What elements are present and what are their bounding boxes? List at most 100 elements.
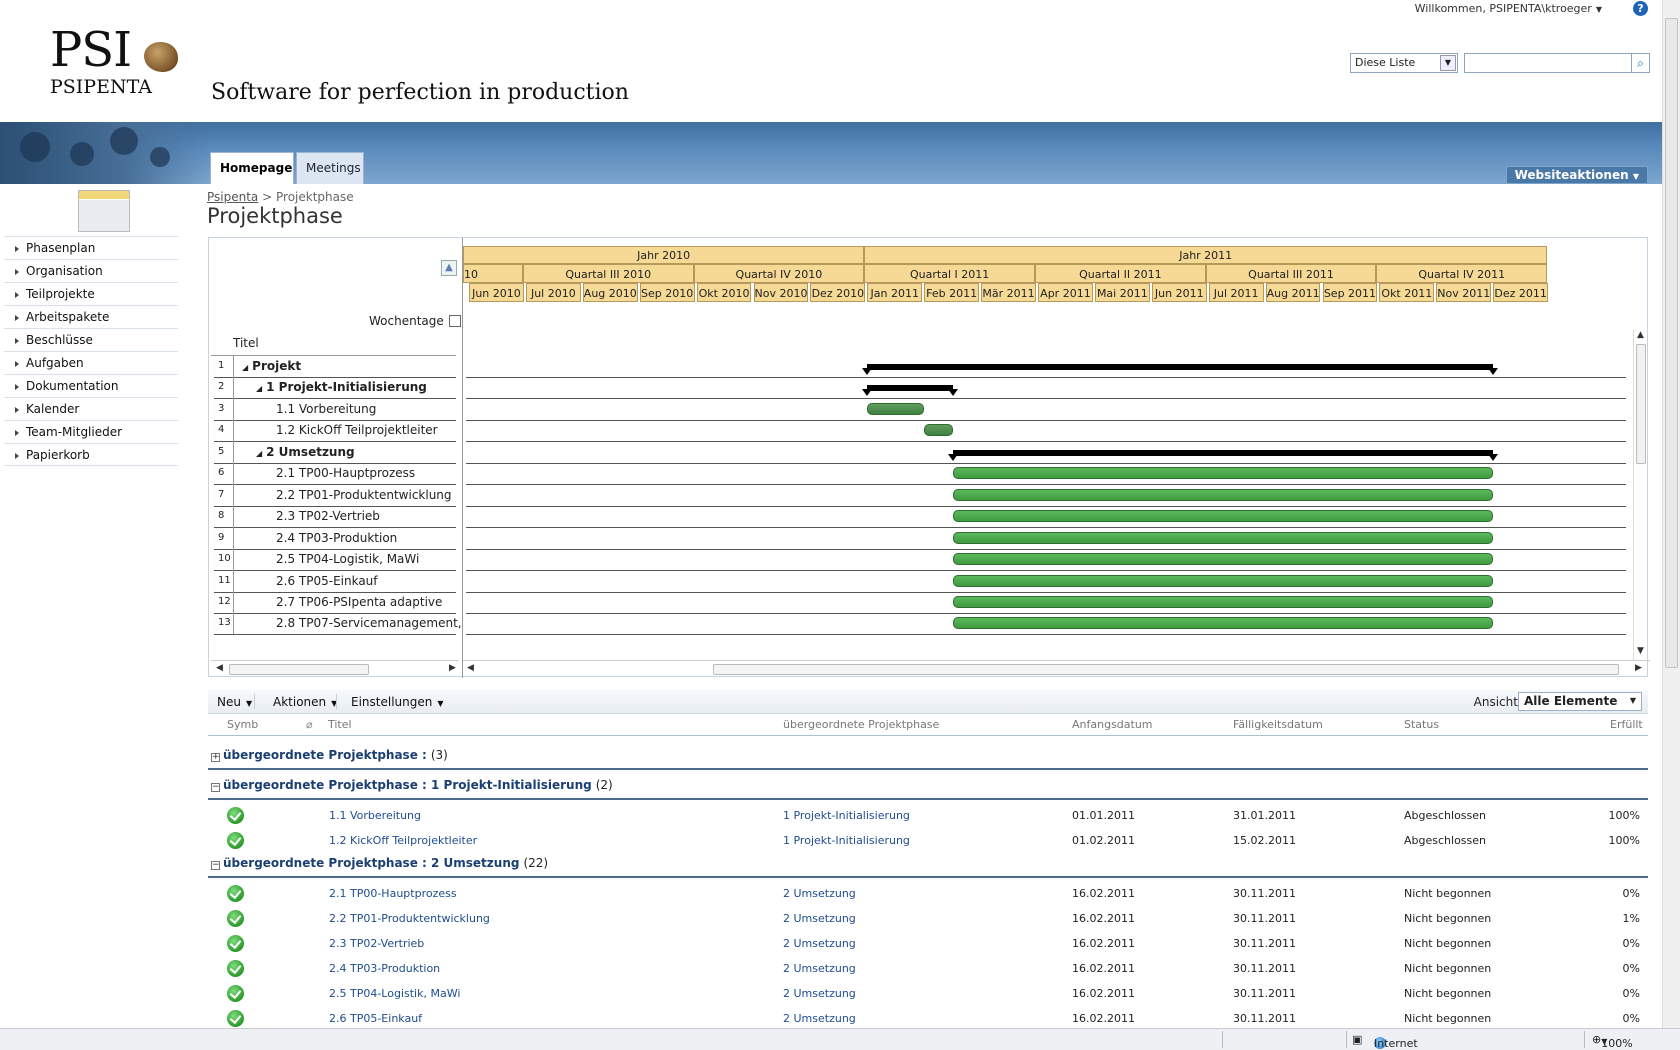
group-label[interactable]: übergeordnete Projektphase : 1 Projekt-I… xyxy=(223,778,592,792)
gantt-task-row[interactable]: 2 ◢ 1 Projekt-Initialisierung xyxy=(214,376,456,400)
task-bar[interactable] xyxy=(867,402,925,415)
list-item[interactable]: 2.1 TP00-Hauptprozess 2 Umsetzung 16.02.20… xyxy=(208,882,1648,907)
summary-bar[interactable] xyxy=(862,385,959,397)
nav-item-beschluesse[interactable]: Beschlüsse xyxy=(4,328,178,351)
column-header-start[interactable]: Anfangsdatum xyxy=(1072,718,1153,731)
scroll-thumb[interactable] xyxy=(229,664,369,675)
new-button[interactable]: Neu ▼ xyxy=(217,695,252,709)
list-item[interactable]: 2.5 TP04-Logistik, MaWi 2 Umsetzung 16.02.… xyxy=(208,982,1648,1007)
nav-item-dokumentation[interactable]: Dokumentation xyxy=(4,374,178,397)
group-header[interactable]: − übergeordnete Projektphase : 1 Projekt-… xyxy=(208,778,1648,800)
task-bar[interactable] xyxy=(952,574,1494,587)
search-icon[interactable]: ⌕ xyxy=(1632,53,1650,73)
gantt-task-row[interactable]: 13 2.8 TP07-Servicemanagement, xyxy=(214,612,462,636)
view-select[interactable]: Alle Elemente ▼ xyxy=(1518,692,1642,711)
gantt-task-row[interactable]: 7 2.2 TP01-Produktentwicklung xyxy=(214,483,456,507)
task-bar[interactable] xyxy=(952,510,1494,523)
gantt-task-row[interactable]: 11 2.6 TP05-Einkauf xyxy=(214,569,456,593)
list-item[interactable]: 2.6 TP05-Einkauf 2 Umsetzung 16.02.2011 30.… xyxy=(208,1007,1648,1032)
gantt-task-row[interactable]: 5 ◢ 2 Umsetzung xyxy=(214,440,456,464)
item-title-link[interactable]: 2.1 TP00-Hauptprozess xyxy=(329,887,457,900)
item-parent-link[interactable]: 2 Umsetzung xyxy=(783,887,856,900)
tab-meetings[interactable]: Meetings xyxy=(296,152,364,184)
page-vertical-scrollbar[interactable] xyxy=(1662,0,1680,1028)
collapse-triangle-icon[interactable]: ◢ xyxy=(256,384,263,394)
actions-button[interactable]: Aktionen ▼ xyxy=(273,695,337,709)
list-item[interactable]: 2.2 TP01-Produktentwicklung 2 Umsetzung 16… xyxy=(208,907,1648,932)
column-header-status[interactable]: Status xyxy=(1404,718,1440,731)
site-actions-menu[interactable]: Websiteaktionen ▼ xyxy=(1505,166,1648,184)
nav-item-kalender[interactable]: Kalender xyxy=(4,397,178,420)
gantt-task-row[interactable]: 9 2.4 TP03-Produktion xyxy=(214,526,456,550)
gantt-task-row[interactable]: 6 2.1 TP00-Hauptprozess xyxy=(214,462,456,486)
nav-item-organisation[interactable]: Organisation xyxy=(4,259,178,282)
arrow-up-icon[interactable]: ▲ xyxy=(1637,330,1644,340)
list-item[interactable]: 1.2 KickOff Teilprojektleiter 1 Projekt-I… xyxy=(208,829,1648,854)
scroll-thumb[interactable] xyxy=(713,664,1619,675)
arrow-up-icon[interactable]: ▲ xyxy=(441,260,457,276)
arrow-left-icon[interactable]: ◀ xyxy=(467,663,474,673)
collapse-triangle-icon[interactable]: ◢ xyxy=(256,448,263,458)
nav-item-papierkorb[interactable]: Papierkorb xyxy=(4,443,178,466)
column-header-erfuellt[interactable]: Erfüllt xyxy=(1610,718,1643,731)
column-header-due[interactable]: Fälligkeitsdatum xyxy=(1233,718,1323,731)
logo[interactable]: PSI PSIPENTA xyxy=(50,26,190,106)
chevron-down-icon[interactable]: ▼ xyxy=(1440,55,1456,71)
gantt-task-row[interactable]: 4 1.2 KickOff Teilprojektleiter xyxy=(214,419,456,443)
gantt-task-row[interactable]: 1 ◢ Projekt xyxy=(214,355,456,378)
tab-homepage[interactable]: Homepage xyxy=(210,152,294,184)
item-title-link[interactable]: 2.5 TP04-Logistik, MaWi xyxy=(329,987,461,1000)
wochentage-checkbox[interactable] xyxy=(449,315,461,327)
task-bar[interactable] xyxy=(952,467,1494,480)
arrow-right-icon[interactable]: ▶ xyxy=(449,663,456,673)
column-header-symb[interactable]: Symb xyxy=(227,718,259,731)
column-header-parent[interactable]: übergeordnete Projektphase xyxy=(783,718,940,731)
table-horizontal-scrollbar[interactable]: ◀ ▶ xyxy=(211,660,459,676)
group-label[interactable]: übergeordnete Projektphase : 2 Umsetzung xyxy=(223,856,520,870)
item-title-link[interactable]: 2.3 TP02-Vertrieb xyxy=(329,937,425,950)
collapse-icon[interactable]: − xyxy=(211,782,220,792)
nav-item-phasenplan[interactable]: Phasenplan xyxy=(4,236,178,259)
gantt-task-row[interactable]: 10 2.5 TP04-Logistik, MaWi xyxy=(214,548,456,572)
item-parent-link[interactable]: 2 Umsetzung xyxy=(783,937,856,950)
title-column-header[interactable]: Titel xyxy=(211,330,456,356)
item-parent-link[interactable]: 2 Umsetzung xyxy=(783,1012,856,1025)
item-title-link[interactable]: 1.2 KickOff Teilprojektleiter xyxy=(329,834,478,847)
arrow-left-icon[interactable]: ◀ xyxy=(216,663,223,673)
gantt-task-row[interactable]: 8 2.3 TP02-Vertrieb xyxy=(214,505,456,529)
nav-item-arbeitspakete[interactable]: Arbeitspakete xyxy=(4,305,178,328)
scroll-thumb[interactable] xyxy=(1636,344,1646,464)
arrow-right-icon[interactable]: ▶ xyxy=(1635,663,1642,673)
settings-button[interactable]: Einstellungen ▼ xyxy=(351,695,444,709)
task-bar[interactable] xyxy=(952,553,1494,566)
arrow-down-icon[interactable]: ▼ xyxy=(1637,646,1644,656)
group-header[interactable]: + übergeordnete Projektphase : (3) xyxy=(208,748,1648,770)
gantt-task-row[interactable]: 3 1.1 Vorbereitung xyxy=(214,397,456,421)
welcome-menu[interactable]: Willkommen, PSIPENTA\ktroeger ▼ xyxy=(1415,2,1602,15)
summary-bar[interactable] xyxy=(947,449,1498,461)
summary-bar[interactable] xyxy=(862,364,1499,375)
item-parent-link[interactable]: 1 Projekt-Initialisierung xyxy=(783,834,910,847)
task-bar[interactable] xyxy=(952,617,1494,630)
list-item[interactable]: 2.4 TP03-Produktion 2 Umsetzung 16.02.2011… xyxy=(208,957,1648,982)
item-title-link[interactable]: 1.1 Vorbereitung xyxy=(329,809,422,822)
attachment-icon[interactable]: ⌀ xyxy=(306,718,313,731)
column-header-titel[interactable]: Titel xyxy=(328,718,352,731)
search-input[interactable] xyxy=(1464,53,1632,73)
item-title-link[interactable]: 2.2 TP01-Produktentwicklung xyxy=(329,912,490,925)
scroll-thumb[interactable] xyxy=(1665,18,1678,668)
nav-item-team-mitglieder[interactable]: Team-Mitglieder xyxy=(4,420,178,443)
expand-icon[interactable]: + xyxy=(211,752,220,762)
task-bar[interactable] xyxy=(924,424,953,437)
search-scope-select[interactable]: Diese Liste ▼ xyxy=(1350,53,1458,73)
item-title-link[interactable]: 2.6 TP05-Einkauf xyxy=(329,1012,423,1025)
help-icon[interactable]: ? xyxy=(1633,1,1648,16)
nav-item-teilprojekte[interactable]: Teilprojekte xyxy=(4,282,178,305)
group-label[interactable]: übergeordnete Projektphase : xyxy=(223,748,427,762)
zoom-control[interactable]: ⊕ 100% ▼ xyxy=(1592,1033,1633,1050)
chart-horizontal-scrollbar[interactable]: ◀ ▶ xyxy=(463,660,1650,676)
collapse-triangle-icon[interactable]: ◢ xyxy=(242,363,249,372)
item-title-link[interactable]: 2.4 TP03-Produktion xyxy=(329,962,441,975)
task-bar[interactable] xyxy=(952,595,1494,608)
list-item[interactable]: 1.1 Vorbereitung 1 Projekt-Initialisierun… xyxy=(208,804,1648,829)
